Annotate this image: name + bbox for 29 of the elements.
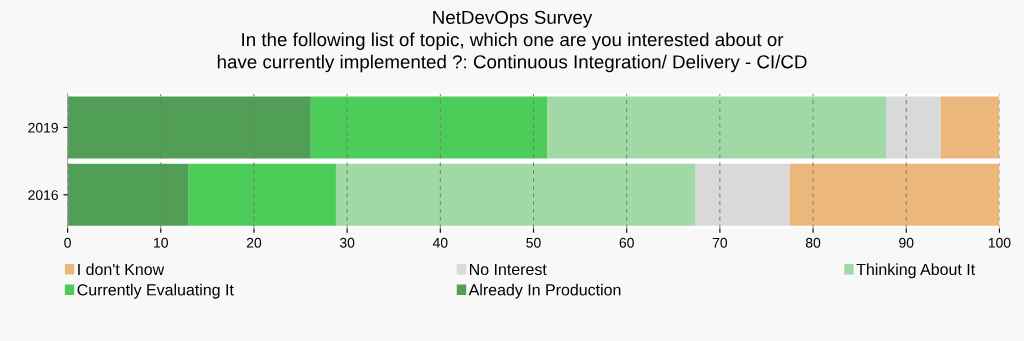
x-tick-label: 40 bbox=[432, 237, 448, 248]
x-tick-label: 20 bbox=[246, 237, 262, 248]
x-tick-label: 100 bbox=[988, 237, 1011, 248]
legend-label: Thinking About It bbox=[856, 263, 976, 279]
y-tick-label: 2016 bbox=[28, 190, 58, 200]
bar bbox=[940, 96, 1000, 159]
legend-label: Currently Evaluating It bbox=[77, 283, 234, 299]
x-tick-label: 90 bbox=[899, 237, 914, 248]
bar bbox=[188, 163, 336, 226]
x-tick-label: 60 bbox=[619, 237, 634, 248]
bar bbox=[789, 163, 1000, 226]
x-tick-label: 80 bbox=[805, 237, 821, 248]
x-tick-label: 50 bbox=[526, 237, 541, 248]
legend-label: I don't Know bbox=[78, 263, 165, 276]
bar bbox=[886, 96, 941, 159]
x-tick-label: 10 bbox=[154, 237, 168, 248]
x-tick-label: 70 bbox=[712, 237, 728, 248]
bar bbox=[547, 96, 887, 159]
bar bbox=[67, 163, 189, 226]
legend-label: No Interest bbox=[469, 263, 547, 276]
bar bbox=[335, 163, 696, 226]
bar bbox=[695, 163, 790, 226]
y-tick-label: 2019 bbox=[28, 122, 58, 133]
legend-label: Already In Production bbox=[468, 283, 621, 299]
x-tick-label: 0 bbox=[64, 237, 71, 248]
chart-title: NetDevOps Survey In the following list of topic, which one are you interested about or have currently implemented ?: Continuous Integration/ Delivery - CI/CD bbox=[217, 10, 807, 73]
bar bbox=[310, 96, 548, 159]
x-tick-label: 30 bbox=[339, 237, 355, 248]
bar bbox=[67, 96, 311, 159]
